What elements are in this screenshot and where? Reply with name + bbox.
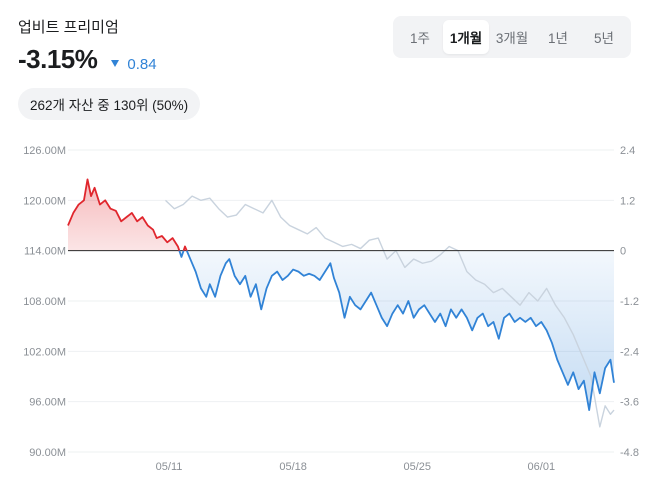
y-tick-label-left: 126.00M	[23, 145, 66, 157]
return-line-negative	[185, 250, 615, 411]
x-tick-label: 05/11	[156, 461, 183, 473]
return-line-positive	[67, 178, 181, 251]
triangle-down-icon	[111, 60, 120, 67]
x-tick-label: 05/25	[403, 461, 431, 473]
y-tick-label-left: 114.00M	[24, 246, 66, 258]
change-value: 0.84	[127, 56, 157, 73]
tab-3-months[interactable]: 3개월	[495, 31, 529, 46]
y-tick-label-left: 120.00M	[23, 195, 66, 207]
return-line-negative	[178, 250, 185, 258]
return-summary: -3.15% 0.84	[18, 44, 157, 75]
y-tick-label-left: 102.00M	[23, 346, 66, 358]
tab-1-week[interactable]: 1주	[410, 31, 430, 46]
period-tabs: 1주 1개월 3개월 1년 5년	[393, 16, 631, 58]
y-tick-label-right: -1.2	[620, 296, 639, 308]
area-below-baseline	[186, 250, 615, 411]
tab-5-years[interactable]: 5년	[594, 31, 614, 46]
x-tick-label: 06/01	[528, 461, 556, 473]
x-tick-label: 05/18	[279, 461, 307, 473]
y-tick-label-right: 0	[620, 246, 626, 258]
asset-title: 업비트 프리미엄	[18, 19, 119, 36]
return-value: -3.15%	[18, 44, 98, 74]
y-tick-label-left: 108.00M	[23, 296, 66, 308]
return-line-positive	[182, 245, 188, 252]
y-tick-label-right: -3.6	[620, 397, 639, 409]
y-tick-label-right: -2.4	[620, 346, 639, 358]
tab-1-year[interactable]: 1년	[548, 31, 568, 46]
y-tick-label-right: 2.4	[620, 145, 635, 157]
y-tick-label-left: 96.00M	[29, 397, 66, 409]
y-tick-label-right: -4.8	[620, 447, 639, 459]
rank-badge: 262개 자산 중 130위 (50%)	[18, 88, 201, 120]
area-above-baseline	[68, 179, 180, 251]
y-tick-label-left: 90.00M	[29, 447, 66, 459]
tab-1-month[interactable]: 1개월	[443, 20, 489, 54]
change-indicator: 0.84	[111, 56, 157, 73]
y-tick-label-right: 1.2	[620, 195, 635, 207]
